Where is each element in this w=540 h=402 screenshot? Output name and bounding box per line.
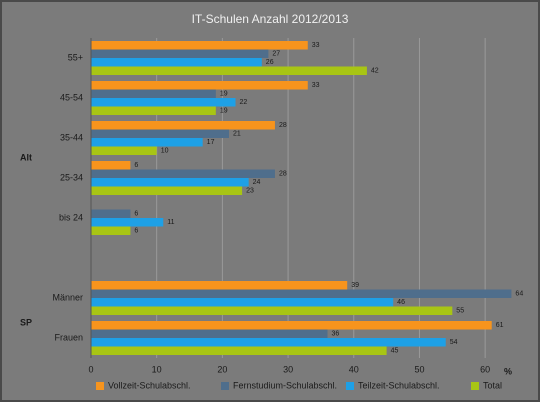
data-label: 6: [134, 228, 138, 235]
data-label: 24: [253, 179, 261, 186]
data-label: 46: [397, 299, 405, 306]
legend-label: Total: [483, 380, 502, 390]
data-label: 54: [450, 339, 458, 346]
data-label: 42: [371, 68, 379, 75]
group-label: Alt: [20, 152, 32, 162]
x-tick-label: 30: [283, 364, 293, 374]
bar: [91, 226, 131, 235]
bar: [91, 121, 275, 130]
bar: [91, 178, 249, 187]
data-label: 23: [246, 188, 254, 195]
data-label: 33: [312, 82, 320, 89]
data-label: 27: [272, 51, 280, 58]
bar: [91, 146, 157, 155]
y-tick-label: 25-34: [60, 172, 83, 182]
x-tick-label: 40: [349, 364, 359, 374]
group-label: SP: [20, 317, 32, 327]
x-tick-label: 10: [152, 364, 162, 374]
legend-swatch: [221, 382, 229, 390]
legend-swatch: [346, 382, 354, 390]
bar: [91, 346, 387, 355]
bar: [91, 98, 236, 107]
data-label: 55: [456, 308, 464, 315]
bar: [91, 106, 216, 115]
bar: [91, 186, 243, 195]
bar: [91, 49, 269, 58]
data-label: 21: [233, 131, 241, 138]
y-tick-label: 35-44: [60, 132, 83, 142]
x-tick-label: 20: [217, 364, 227, 374]
data-label: 33: [312, 42, 320, 49]
bar: [91, 129, 229, 138]
bar: [91, 58, 262, 67]
bar: [91, 41, 308, 50]
y-tick-label: Männer: [52, 292, 83, 302]
bar: [91, 281, 348, 290]
data-label: 64: [515, 291, 523, 298]
bar: [91, 338, 446, 347]
data-label: 17: [207, 139, 215, 146]
data-label: 6: [134, 162, 138, 169]
bar: [91, 289, 512, 298]
legend-swatch: [96, 382, 104, 390]
bar: [91, 218, 164, 227]
y-tick-label: 45-54: [60, 92, 83, 102]
data-label: 10: [161, 148, 169, 155]
bar: [91, 89, 216, 98]
x-tick-label: 0: [88, 364, 93, 374]
data-label: 61: [496, 322, 504, 329]
bar: [91, 138, 203, 147]
bar: [91, 298, 394, 307]
x-tick-label: 50: [414, 364, 424, 374]
bar: [91, 161, 131, 170]
data-label: 22: [240, 99, 248, 106]
chart-title: IT-Schulen Anzahl 2012/2013: [192, 12, 349, 26]
legend-label: Teilzeit-Schulabschl.: [358, 380, 440, 390]
bar: [91, 321, 492, 330]
data-label: 19: [220, 91, 228, 98]
bar: [91, 209, 131, 218]
y-tick-label: bis 24: [59, 212, 83, 222]
data-label: 28: [279, 171, 287, 178]
bar: [91, 306, 453, 315]
x-tick-label: 60: [480, 364, 490, 374]
data-label: 39: [351, 282, 359, 289]
data-label: 6: [134, 211, 138, 218]
data-label: 19: [220, 108, 228, 115]
bar: [91, 329, 328, 338]
x-unit: %: [504, 366, 512, 376]
bar: [91, 66, 367, 75]
legend-swatch: [471, 382, 479, 390]
bar: [91, 81, 308, 90]
legend-label: Vollzeit-Schulabschl.: [108, 380, 191, 390]
data-label: 26: [266, 59, 274, 66]
legend-label: Fernstudium-Schulabschl.: [233, 380, 337, 390]
y-tick-label: 55+: [68, 52, 83, 62]
data-label: 11: [167, 219, 174, 226]
data-label: 45: [391, 348, 399, 355]
bar: [91, 169, 275, 178]
data-label: 36: [331, 331, 339, 338]
data-label: 28: [279, 122, 287, 129]
y-tick-label: Frauen: [54, 332, 83, 342]
